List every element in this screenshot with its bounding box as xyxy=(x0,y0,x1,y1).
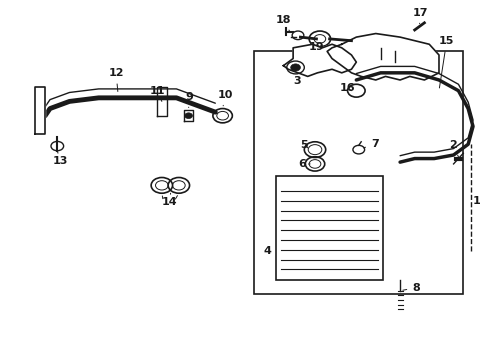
Text: 17: 17 xyxy=(411,8,427,24)
Polygon shape xyxy=(35,87,45,134)
Text: 12: 12 xyxy=(108,68,123,91)
Text: 13: 13 xyxy=(52,151,68,166)
Text: 3: 3 xyxy=(291,68,300,86)
Bar xyxy=(276,176,382,280)
Text: 14: 14 xyxy=(162,193,177,207)
Text: 15: 15 xyxy=(438,36,453,88)
Text: 18: 18 xyxy=(276,15,291,31)
Circle shape xyxy=(184,113,192,118)
Text: 5: 5 xyxy=(300,140,307,150)
Text: 1: 1 xyxy=(472,197,480,206)
Bar xyxy=(254,51,462,294)
Polygon shape xyxy=(283,44,356,76)
Text: 9: 9 xyxy=(185,92,193,108)
Text: 16: 16 xyxy=(339,83,354,93)
Text: 4: 4 xyxy=(263,247,271,256)
Text: 8: 8 xyxy=(402,283,419,293)
Circle shape xyxy=(290,64,300,71)
Text: 10: 10 xyxy=(217,90,233,106)
Polygon shape xyxy=(183,111,193,121)
Text: 7: 7 xyxy=(363,139,378,149)
Text: 2: 2 xyxy=(448,140,458,157)
Text: 11: 11 xyxy=(149,86,165,102)
Text: 19: 19 xyxy=(308,42,324,51)
Text: 6: 6 xyxy=(297,159,309,170)
Polygon shape xyxy=(326,33,438,80)
